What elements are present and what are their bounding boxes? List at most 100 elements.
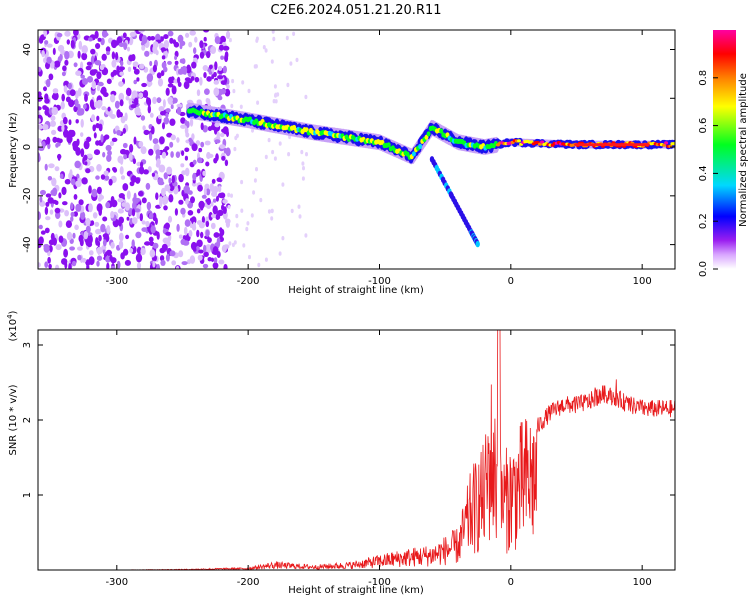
noise-speckle [210, 213, 217, 219]
noise-speckle [41, 50, 45, 58]
noise-speckle [205, 188, 211, 196]
noise-speckle [67, 129, 75, 138]
noise-speckle [115, 52, 119, 61]
colorbar-tick-label: 0.0 [698, 261, 709, 277]
noise-speckle [214, 36, 221, 45]
noise-speckle [45, 201, 50, 207]
noise-speckle [163, 34, 169, 40]
snr-panel: -300 -200 -100 0 100 1 2 3 Height of straight l… [6, 310, 676, 596]
noise-speckle [105, 201, 111, 209]
noise-speckle [292, 31, 296, 36]
noise-speckle [155, 149, 161, 156]
y-tick-label: 2 [22, 417, 33, 423]
noise-speckle [82, 78, 88, 85]
noise-speckle [44, 93, 49, 101]
colorbar-label: Normalized spectral amplitude [738, 73, 749, 227]
noise-speckle [273, 84, 277, 89]
noise-speckle [73, 194, 78, 200]
noise-speckle [170, 104, 174, 109]
noise-speckle [63, 85, 68, 93]
noise-speckle [101, 53, 107, 61]
noise-speckle [285, 35, 289, 41]
noise-speckle [197, 157, 203, 164]
noise-speckle [157, 78, 164, 87]
noise-speckle [302, 166, 305, 171]
noise-speckle [83, 103, 87, 110]
noise-speckle [110, 242, 115, 249]
noise-speckle [142, 90, 149, 98]
noise-speckle [66, 231, 73, 241]
noise-speckle [118, 42, 125, 48]
ridge-peak [517, 139, 521, 143]
noise-speckle [86, 61, 92, 66]
noise-speckle [171, 85, 177, 95]
noise-speckle [105, 249, 112, 256]
noise-speckle [192, 247, 197, 252]
noise-speckle [304, 233, 308, 238]
noise-speckle [83, 231, 89, 240]
noise-speckle [44, 40, 49, 45]
noise-speckle [199, 51, 205, 59]
noise-speckle [274, 93, 277, 98]
noise-speckle [178, 250, 184, 258]
noise-speckle [136, 262, 142, 269]
noise-speckle [111, 137, 118, 142]
y-tick-label: 3 [22, 342, 33, 348]
noise-speckle [48, 73, 54, 81]
noise-speckle [248, 254, 251, 260]
noise-speckle [165, 112, 169, 118]
noise-speckle [106, 51, 110, 56]
noise-speckle [108, 178, 113, 186]
noise-speckle [235, 223, 239, 228]
noise-speckle [228, 37, 232, 43]
noise-speckle [214, 61, 218, 71]
noise-speckle [274, 99, 278, 104]
noise-speckle [138, 190, 144, 197]
noise-speckle [73, 30, 79, 36]
noise-speckle [196, 89, 201, 97]
snr-ticks: -300 -200 -100 0 100 1 2 3 [22, 330, 675, 588]
noise-speckle [259, 197, 263, 203]
noise-speckle [111, 59, 117, 68]
noise-speckle [254, 64, 258, 69]
noise-speckle [168, 194, 174, 203]
noise-speckle [180, 66, 184, 75]
noise-speckle [106, 225, 111, 234]
noise-speckle [271, 149, 275, 155]
noise-speckle [159, 255, 165, 262]
noise-speckle [64, 30, 71, 37]
noise-speckle [117, 198, 124, 203]
noise-speckle [122, 32, 127, 39]
noise-speckle [267, 137, 271, 143]
noise-speckle [118, 232, 124, 242]
noise-speckle [190, 196, 195, 204]
noise-speckle [92, 69, 98, 74]
noise-speckle [95, 175, 100, 180]
noise-speckle [46, 43, 53, 48]
noise-speckle [106, 154, 112, 162]
noise-speckle [140, 115, 146, 121]
noise-speckle [64, 210, 69, 217]
noise-speckle [162, 122, 165, 130]
snr-marks [38, 330, 675, 570]
noise-speckle [205, 161, 210, 167]
noise-speckle [159, 36, 164, 42]
noise-speckle [138, 92, 144, 99]
noise-speckle [65, 96, 71, 103]
noise-speckle [177, 34, 184, 43]
noise-speckle [211, 257, 214, 262]
noise-speckle [203, 251, 209, 257]
noise-speckle [61, 71, 66, 77]
noise-speckle [256, 100, 260, 105]
noise-speckle [164, 146, 170, 151]
noise-speckle [102, 151, 106, 158]
noise-speckle [145, 220, 150, 228]
noise-speckle [88, 37, 93, 42]
noise-speckle [199, 76, 203, 86]
noise-speckle [95, 123, 100, 129]
noise-speckle [109, 94, 116, 103]
noise-speckle [86, 136, 92, 142]
noise-speckle [183, 81, 190, 90]
noise-speckle [251, 128, 254, 133]
noise-speckle [96, 203, 103, 213]
